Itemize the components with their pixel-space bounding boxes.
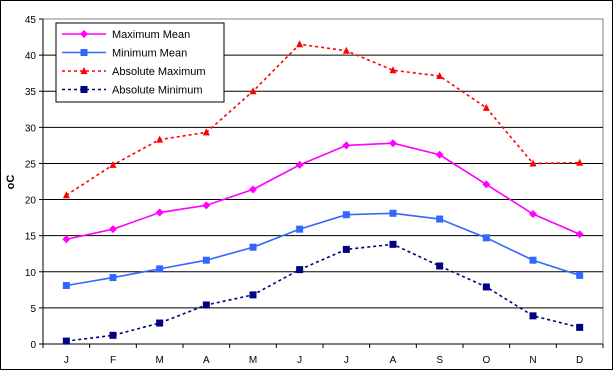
y-tick-label-3: 15	[25, 232, 37, 243]
data-point-0-8	[435, 150, 444, 159]
data-point-1-9	[482, 234, 490, 242]
data-point-0-0	[62, 235, 71, 244]
data-point-1-0	[62, 282, 70, 289]
data-point-1-3	[202, 256, 210, 264]
y-tick-label-7: 35	[25, 87, 37, 98]
data-point-0-10	[529, 210, 537, 218]
data-point-1-8	[436, 215, 444, 223]
y-tick-label-6: 30	[25, 123, 37, 134]
legend-marker-0	[80, 30, 88, 38]
data-point-0-7	[389, 139, 397, 148]
series-line-1	[66, 212, 580, 287]
x-tick-label-11: D	[576, 355, 583, 366]
y-tick-label-0: 0	[30, 340, 36, 351]
data-point-3-3	[202, 301, 210, 309]
data-point-3-7	[389, 240, 397, 248]
y-tick-label-9: 45	[25, 15, 37, 26]
x-tick-label-7: A	[390, 355, 397, 366]
data-point-2-11	[576, 158, 584, 166]
data-point-2-8	[436, 72, 444, 80]
data-point-3-4	[249, 291, 257, 299]
data-point-3-11	[576, 323, 584, 331]
series-1	[62, 209, 584, 289]
data-point-2-6	[342, 46, 350, 54]
data-point-1-6	[342, 211, 350, 219]
x-tick-label-4: M	[249, 355, 257, 366]
x-tick-label-0: J	[64, 355, 69, 366]
y-axis: 0 5 10 15 20 25 30 35 40 45	[25, 15, 44, 351]
data-point-1-5	[296, 225, 304, 233]
series-line-3	[66, 243, 580, 342]
series-2	[62, 40, 584, 199]
data-point-1-2	[156, 265, 164, 273]
data-point-0-6	[342, 141, 351, 150]
legend-label-1: Minimum Mean	[112, 48, 187, 60]
series-group	[62, 40, 584, 345]
series-line-2	[65, 43, 580, 196]
series-3	[62, 240, 584, 345]
data-point-2-4	[249, 87, 257, 95]
legend-label-2: Absolute Maximum	[112, 66, 206, 78]
y-tick-label-4: 20	[25, 196, 37, 207]
y-tick-label-8: 40	[25, 51, 37, 62]
data-point-2-7	[389, 66, 397, 74]
data-point-3-10	[529, 312, 537, 320]
data-point-2-9	[482, 103, 490, 111]
data-point-2-5	[296, 40, 304, 48]
legend: Maximum Mean Minimum Mean Absolute Maximum…	[55, 22, 225, 103]
x-tick-label-1: F	[110, 355, 116, 366]
data-point-1-1	[109, 274, 117, 282]
data-point-0-5	[295, 160, 304, 169]
data-point-2-3	[202, 128, 210, 136]
data-point-3-1	[109, 331, 117, 339]
series-line-0	[66, 142, 580, 241]
legend-marker-2	[80, 67, 88, 74]
data-point-0-2	[155, 208, 164, 217]
data-point-0-11	[575, 230, 584, 239]
data-point-0-1	[109, 225, 117, 234]
data-point-3-0	[62, 337, 70, 345]
y-axis-label: oC	[5, 175, 17, 190]
data-point-2-0	[62, 191, 70, 199]
x-tick-label-2: M	[155, 355, 163, 366]
x-tick-label-9: O	[482, 355, 490, 366]
x-tick-label-3: A	[203, 355, 210, 366]
legend-label-3: Absolute Minimum	[112, 85, 202, 97]
data-point-3-2	[156, 319, 164, 327]
data-point-1-7	[389, 209, 397, 217]
legend-marker-1	[80, 49, 88, 56]
y-tick-label-5: 25	[25, 159, 37, 170]
data-point-1-4	[249, 243, 257, 251]
data-point-3-9	[482, 283, 490, 291]
data-point-0-3	[202, 201, 211, 210]
y-tick-label-2: 10	[25, 268, 37, 279]
data-point-3-5	[296, 266, 304, 274]
x-tick-label-5: J	[297, 355, 302, 366]
data-point-1-10	[529, 256, 537, 264]
data-point-1-11	[576, 271, 584, 279]
data-point-0-4	[249, 185, 257, 194]
x-tick-label-10: N	[529, 355, 536, 366]
y-tick-label-1: 5	[30, 304, 36, 315]
series-0	[62, 139, 584, 244]
data-point-2-10	[529, 159, 537, 167]
data-point-3-8	[436, 262, 444, 270]
data-point-2-2	[156, 135, 164, 143]
data-point-2-1	[109, 160, 117, 168]
data-point-0-9	[482, 180, 491, 189]
legend-label-0: Maximum Mean	[112, 29, 190, 41]
data-point-3-6	[342, 245, 350, 253]
x-tick-label-6: J	[344, 355, 349, 366]
x-tick-label-8: S	[436, 355, 443, 366]
legend-marker-3	[80, 86, 88, 93]
